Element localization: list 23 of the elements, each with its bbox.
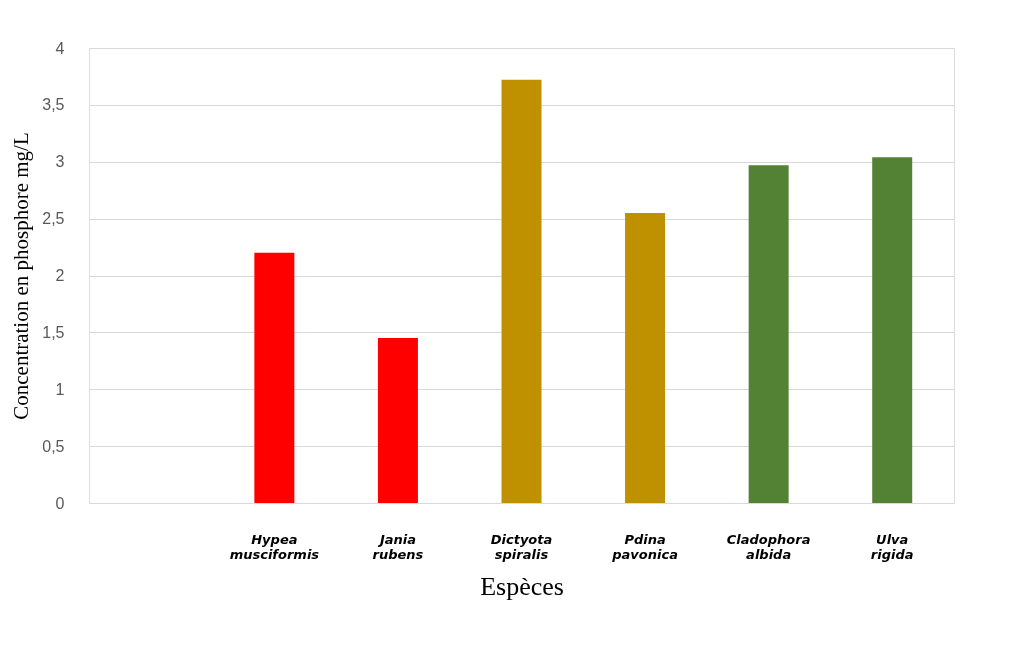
x-tick-label: Cladophora albida <box>726 531 811 562</box>
y-tick-label: 2,5 <box>42 210 65 228</box>
bar <box>254 252 295 503</box>
y-axis-title: Concentration en phosphore mg/L <box>9 132 34 420</box>
bar <box>377 338 418 503</box>
y-tick-label: 1,5 <box>42 323 65 341</box>
y-tick-label: 0 <box>55 494 65 512</box>
x-tick-label: Pdina pavonica <box>611 531 678 562</box>
x-tick-label: Ulva rigida <box>870 531 914 562</box>
x-tick-label: Hypea musciformis <box>229 531 320 562</box>
y-tick-label: 2 <box>55 267 65 284</box>
y-tick-label: 4 <box>55 39 65 57</box>
y-tick-label: 1 <box>55 380 65 398</box>
y-tick-label: 3 <box>55 153 65 171</box>
y-tick-label: 0,5 <box>42 437 65 455</box>
y-tick-label: 3,5 <box>42 96 65 114</box>
bar <box>748 165 789 503</box>
x-axis-title: Espèces <box>480 571 564 601</box>
bar <box>872 157 913 503</box>
bar <box>625 212 666 503</box>
x-tick-label: Jania rubens <box>372 531 424 562</box>
bar <box>501 79 542 503</box>
x-tick-label: Dictyota spiralis <box>490 531 553 562</box>
